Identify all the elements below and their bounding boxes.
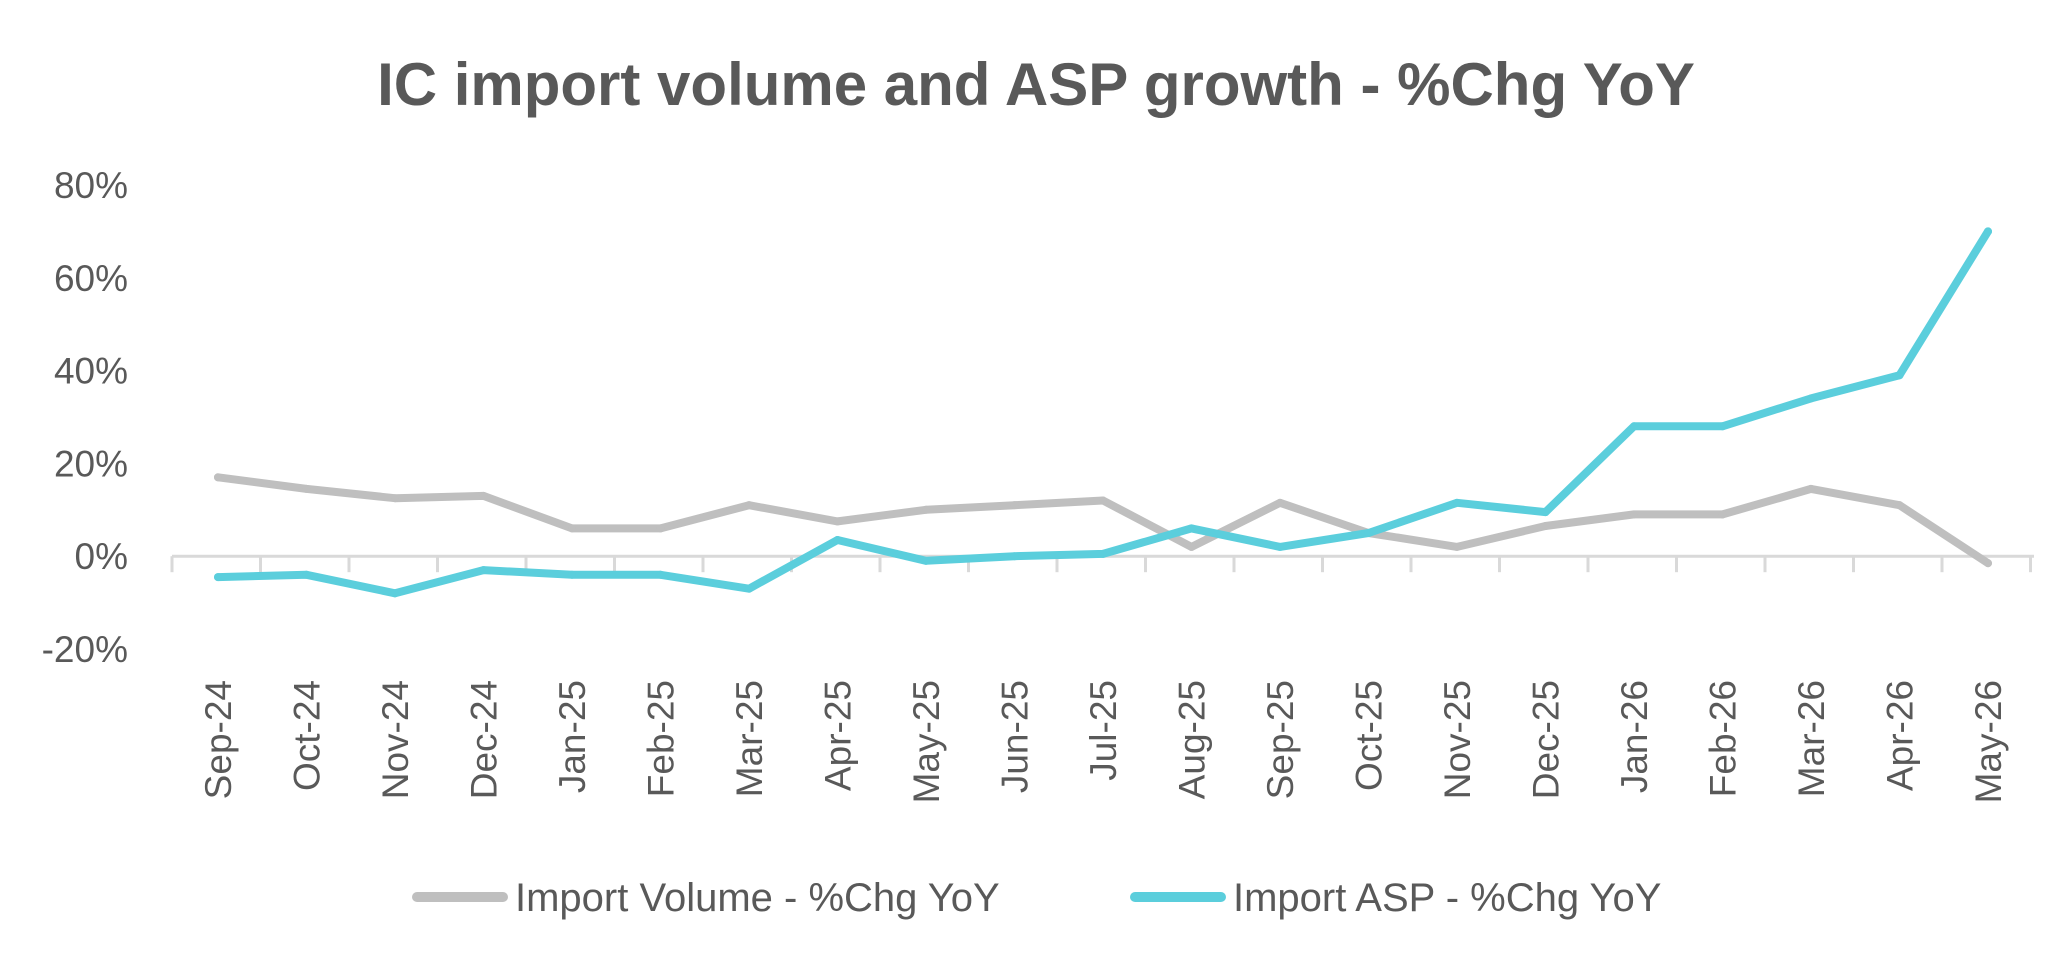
data-point bbox=[1807, 394, 1815, 403]
data-point bbox=[1895, 371, 1904, 380]
data-point bbox=[479, 491, 488, 500]
x-tick-label: Feb-25 bbox=[641, 680, 682, 797]
x-tick-label: Feb-26 bbox=[1703, 680, 1744, 797]
data-point bbox=[1718, 422, 1727, 431]
data-point bbox=[568, 570, 576, 579]
data-point bbox=[1541, 508, 1550, 517]
x-tick-label: Mar-26 bbox=[1791, 680, 1832, 797]
x-tick-label: Aug-25 bbox=[1172, 680, 1213, 799]
series-lines bbox=[214, 227, 1992, 598]
y-tick-label: 20% bbox=[54, 443, 128, 484]
x-tick-label: Nov-25 bbox=[1437, 680, 1478, 799]
x-tick-label: Mar-25 bbox=[729, 680, 770, 797]
y-tick-label: -20% bbox=[42, 629, 128, 670]
chart-title: IC import volume and ASP growth - %Chg Y… bbox=[377, 51, 1695, 118]
x-tick-label: Jan-25 bbox=[552, 680, 593, 793]
x-tick-label: Dec-24 bbox=[464, 680, 505, 799]
data-point bbox=[1276, 542, 1284, 551]
legend-label: Import ASP - %Chg YoY bbox=[1233, 876, 1661, 920]
data-point bbox=[656, 524, 665, 533]
data-point bbox=[302, 570, 311, 579]
data-point bbox=[479, 566, 488, 575]
x-tick-label: Oct-25 bbox=[1349, 680, 1390, 791]
data-point bbox=[1187, 524, 1196, 533]
data-point bbox=[1895, 501, 1904, 510]
x-axis bbox=[170, 554, 2034, 573]
data-point bbox=[1187, 542, 1196, 551]
data-point bbox=[833, 535, 842, 544]
data-point bbox=[1453, 498, 1461, 507]
data-point bbox=[1984, 559, 1992, 568]
data-point bbox=[833, 517, 842, 526]
data-point bbox=[302, 484, 311, 493]
x-tick-label: Apr-25 bbox=[818, 680, 859, 791]
y-axis-labels: -20% 0% 20% 40% 60% 80% bbox=[42, 165, 128, 670]
y-tick-label: 0% bbox=[75, 536, 128, 577]
data-point bbox=[922, 556, 930, 565]
data-point bbox=[1718, 510, 1727, 519]
x-tick-label: Sep-25 bbox=[1260, 680, 1301, 799]
x-tick-label: Apr-26 bbox=[1880, 680, 1921, 791]
x-tick-label: May-25 bbox=[906, 680, 947, 803]
x-tick-label: Jun-25 bbox=[995, 680, 1036, 793]
x-tick-label: Sep-24 bbox=[198, 680, 239, 799]
data-point bbox=[656, 570, 665, 579]
legend: Import Volume - %Chg YoY Import ASP - %Ch… bbox=[412, 876, 1661, 920]
data-point bbox=[745, 501, 753, 510]
data-point bbox=[745, 584, 753, 593]
data-point bbox=[1807, 484, 1815, 493]
x-tick-label: Nov-24 bbox=[375, 680, 416, 799]
data-point bbox=[214, 473, 222, 482]
legend-label: Import Volume - %Chg YoY bbox=[515, 876, 1000, 920]
legend-item: Import ASP - %Chg YoY bbox=[1130, 876, 1661, 920]
x-tick-label: Oct-24 bbox=[287, 680, 328, 791]
y-tick-label: 80% bbox=[54, 165, 128, 206]
x-tick-label: May-26 bbox=[1968, 680, 2009, 803]
data-point bbox=[1541, 522, 1550, 531]
y-tick-label: 40% bbox=[54, 351, 128, 392]
data-point bbox=[1010, 501, 1019, 510]
data-point bbox=[1276, 498, 1284, 507]
data-point bbox=[1364, 529, 1373, 537]
data-point bbox=[391, 589, 399, 598]
x-tick-label: Dec-25 bbox=[1526, 680, 1567, 799]
data-point bbox=[1630, 422, 1638, 431]
data-point bbox=[391, 494, 399, 503]
data-point bbox=[1010, 552, 1019, 561]
data-point bbox=[1984, 227, 1992, 236]
data-point bbox=[1630, 510, 1638, 519]
legend-item: Import Volume - %Chg YoY bbox=[412, 876, 1000, 920]
y-tick-label: 60% bbox=[54, 258, 128, 299]
data-point bbox=[568, 524, 576, 533]
series-line-import-asp bbox=[214, 227, 1992, 598]
x-tick-label: Jul-25 bbox=[1083, 680, 1124, 781]
data-point bbox=[1099, 549, 1107, 558]
x-tick-label: Jan-26 bbox=[1614, 680, 1655, 793]
data-point bbox=[214, 573, 222, 582]
data-point bbox=[922, 505, 930, 514]
data-point bbox=[1099, 496, 1107, 505]
data-point bbox=[1453, 542, 1461, 551]
x-axis-labels: Sep-24 Oct-24 Nov-24 Dec-24 Jan-25 Feb-25 Mar-… bbox=[198, 680, 2009, 803]
